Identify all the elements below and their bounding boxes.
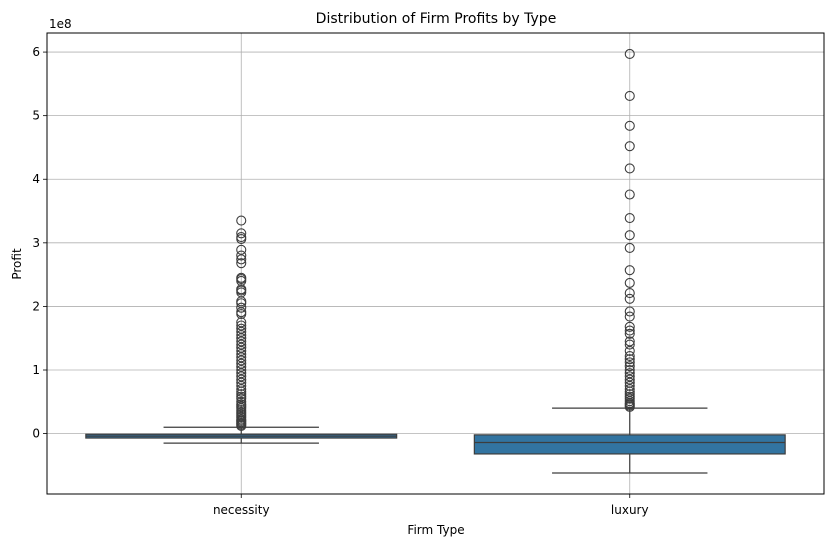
outlier-point xyxy=(624,328,635,339)
outlier-point xyxy=(236,228,247,239)
box-layer xyxy=(85,48,786,474)
outlier-point xyxy=(624,277,635,288)
x-tick-label: luxury xyxy=(611,503,649,517)
outlier-point xyxy=(236,396,247,407)
outlier-point xyxy=(236,389,247,400)
outlier-point xyxy=(624,357,635,368)
outlier-point xyxy=(624,189,635,200)
outlier-point xyxy=(624,361,635,372)
outlier-point xyxy=(236,250,247,261)
outlier-point xyxy=(236,380,247,391)
box-necessity xyxy=(85,215,398,444)
outlier-point xyxy=(236,309,247,320)
outlier-point xyxy=(624,401,635,412)
y-scale-label: 1e8 xyxy=(49,17,72,31)
iqr-box xyxy=(473,434,786,455)
y-tick-label: 0 xyxy=(32,427,40,441)
y-tick-label: 4 xyxy=(32,172,40,186)
outlier-point xyxy=(624,120,635,131)
outlier-point xyxy=(624,293,635,304)
outlier-point xyxy=(236,258,247,269)
chart-title: Distribution of Firm Profits by Type xyxy=(316,11,557,27)
outlier-point xyxy=(624,380,635,391)
box-luxury xyxy=(473,48,786,474)
outlier-point xyxy=(624,345,635,356)
outlier-point xyxy=(624,325,635,336)
y-axis-label: Profit xyxy=(10,248,24,280)
x-tick-label: necessity xyxy=(213,503,270,517)
outlier-point xyxy=(624,265,635,276)
y-tick-label: 1 xyxy=(32,363,40,377)
plot-frame xyxy=(46,32,825,495)
outlier-point xyxy=(624,48,635,60)
y-tick-label: 2 xyxy=(32,299,40,313)
outlier-point xyxy=(624,288,635,299)
outlier-point xyxy=(624,354,635,365)
outlier-point xyxy=(236,254,247,265)
outlier-point xyxy=(624,230,635,241)
outlier-point xyxy=(624,350,635,362)
outlier-point xyxy=(236,233,247,245)
outlier-point xyxy=(236,302,247,313)
outlier-point xyxy=(624,212,635,224)
outlier-point xyxy=(236,215,247,226)
tick-layer: 0 1 2 3 4 5 6 necessity luxury xyxy=(32,45,648,517)
outlier-point xyxy=(624,141,635,152)
outlier-point xyxy=(624,321,635,332)
outlier-point xyxy=(624,393,635,404)
grid-layer xyxy=(47,33,824,494)
outlier-point xyxy=(236,386,247,397)
outlier-point xyxy=(624,90,635,102)
y-tick-label: 3 xyxy=(32,236,40,250)
outlier-point xyxy=(624,339,635,350)
outlier-point xyxy=(624,163,635,174)
outlier-point xyxy=(624,311,635,322)
outlier-point xyxy=(236,420,247,432)
y-tick-label: 6 xyxy=(32,45,40,59)
y-tick-label: 5 xyxy=(32,109,40,123)
outlier-point xyxy=(624,306,635,317)
x-axis-label: Firm Type xyxy=(407,523,464,537)
outlier-point xyxy=(624,242,635,253)
